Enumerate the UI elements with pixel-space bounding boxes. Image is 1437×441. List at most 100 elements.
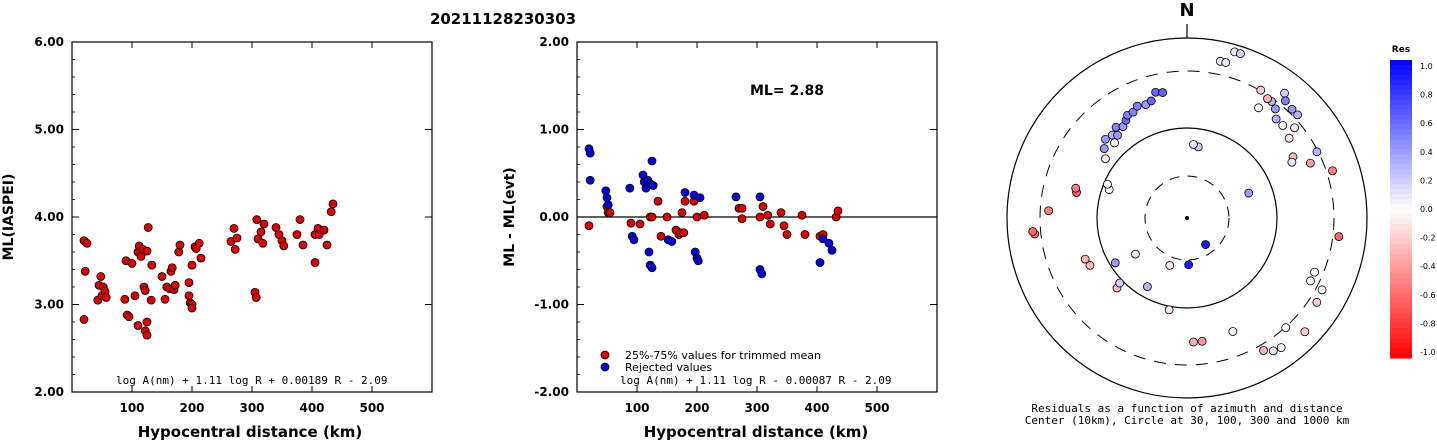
left-point-series0 (292, 230, 302, 239)
middle-point-series1 (818, 234, 828, 244)
north-label: N (1179, 0, 1194, 21)
colorbar-segment (1390, 228, 1412, 235)
colorbar-segment (1390, 154, 1412, 160)
colorbar-label: 0.8 (1420, 91, 1433, 100)
middle-point-series1 (647, 156, 657, 166)
left-point-series0 (319, 225, 329, 235)
middle-point-series1 (757, 269, 767, 279)
middle-point-series0 (699, 210, 709, 220)
middle-point-series1 (644, 247, 654, 257)
colorbar-segment (1390, 84, 1412, 91)
colorbar-segment (1390, 129, 1412, 136)
left-point-series0 (140, 286, 150, 295)
colorbar-segment (1390, 323, 1412, 329)
colorbar-segment (1390, 243, 1412, 250)
colorbar-segment (1390, 94, 1412, 101)
left-point-series0 (310, 258, 320, 267)
middle-point-series1 (625, 183, 635, 193)
colorbar-segment (1390, 199, 1412, 205)
polar-station-point (1201, 240, 1210, 249)
left-point-series0 (295, 215, 305, 225)
polar-station-point (1028, 227, 1038, 236)
polar-station-point (1080, 254, 1090, 264)
polar-station-point (1244, 188, 1254, 198)
colorbar-label: 0.2 (1420, 176, 1433, 185)
polar-circle-30km (1144, 175, 1230, 261)
polar-station-point (1305, 158, 1315, 168)
middle-point-series0 (758, 202, 768, 211)
left-point-series0 (80, 266, 90, 276)
middle-point-series1 (755, 192, 765, 202)
middle-point-series0 (584, 221, 594, 231)
figure-title: 20211128230303 (430, 10, 576, 28)
left-point-series0 (146, 295, 156, 305)
left-point-series0 (120, 294, 130, 304)
polar-station-point (1259, 346, 1268, 355)
middle|1-x-tick-label: 100 (624, 401, 649, 415)
middle-point-series0 (656, 231, 666, 241)
left|0-x-tick-label: 100 (119, 401, 144, 415)
polar-station-point (1143, 282, 1152, 291)
middle-point-series1 (585, 148, 595, 158)
colorbar-segment (1390, 179, 1412, 185)
polar-station-point (1256, 85, 1266, 95)
middle-point-series1 (629, 235, 639, 245)
left-point-series0 (160, 294, 170, 304)
left-point-series0 (187, 260, 197, 270)
polar-station-point (1276, 343, 1286, 353)
polar-station-point (1184, 260, 1194, 270)
left-point-series0 (326, 207, 336, 217)
middle|1-x-tick-label: 300 (744, 401, 769, 415)
polar-station-point (1334, 232, 1344, 242)
middle-point-series1 (693, 256, 703, 266)
colorbar-scale: 1.0 0.8 0.6 0.4 0.2 0.0 -0.2 -0.4 -0.6 -0.8 -1.0 (1390, 60, 1436, 359)
colorbar-segment (1390, 74, 1412, 81)
polar-station-point (1128, 107, 1138, 117)
polar-station-point (1310, 267, 1319, 277)
polar-station-point (1312, 297, 1322, 307)
left|0-x-tick-label: 500 (359, 401, 384, 415)
ml-vs-distance-panel: 100 200 300 400 500 2.00 3.00 4.00 5.00 6.00 Hypo… (1, 35, 433, 441)
left-point-series0 (251, 293, 261, 302)
left-point-series0 (187, 303, 197, 313)
middle|1-x-tick-label: 400 (804, 401, 829, 415)
middle-point-series0 (605, 208, 615, 218)
middle-point-series1 (647, 263, 657, 273)
polar-station-point (1130, 249, 1140, 259)
left-point-series0 (259, 219, 269, 229)
left-point-series0 (252, 215, 262, 225)
colorbar-segment (1390, 144, 1412, 150)
left-point-series0 (142, 246, 152, 256)
legend-marker-rejected (600, 362, 610, 372)
middle|1-y-tick-label: 1.00 (539, 123, 569, 137)
colorbar-segment (1390, 248, 1412, 255)
colorbar-label: 0.4 (1420, 148, 1433, 157)
colorbar-segment (1390, 303, 1412, 309)
polar-station-point (1132, 101, 1142, 111)
polar-circle-300km (1039, 70, 1335, 366)
left-point-series0 (232, 233, 242, 243)
colorbar-label: -0.6 (1420, 291, 1436, 300)
colorbar-segment (1390, 134, 1412, 141)
left|0-x-tick-label: 200 (179, 401, 204, 415)
colorbar-segment (1390, 114, 1412, 121)
colorbar-segment (1390, 184, 1412, 190)
colorbar-label: 0.6 (1420, 119, 1433, 128)
legend-label-rejected: Rejected values (625, 361, 712, 374)
colorbar-segment (1390, 119, 1412, 126)
colorbar-segment (1390, 223, 1412, 230)
polar-station-point (1197, 336, 1207, 346)
colorbar-label: -0.2 (1420, 234, 1436, 243)
middle-point-series0 (797, 210, 807, 220)
colorbar-segment (1390, 258, 1412, 265)
colorbar-segment (1390, 99, 1412, 106)
left-points (79, 199, 338, 340)
polar-station-point (1115, 278, 1125, 288)
colorbar-segment (1390, 268, 1412, 275)
colorbar-segment (1390, 253, 1412, 260)
colorbar-label: -0.4 (1420, 262, 1436, 271)
middle-point-series0 (680, 196, 690, 206)
left-point-series0 (143, 223, 153, 232)
polar-station-point (1254, 103, 1263, 113)
middle-point-series0 (692, 212, 702, 222)
